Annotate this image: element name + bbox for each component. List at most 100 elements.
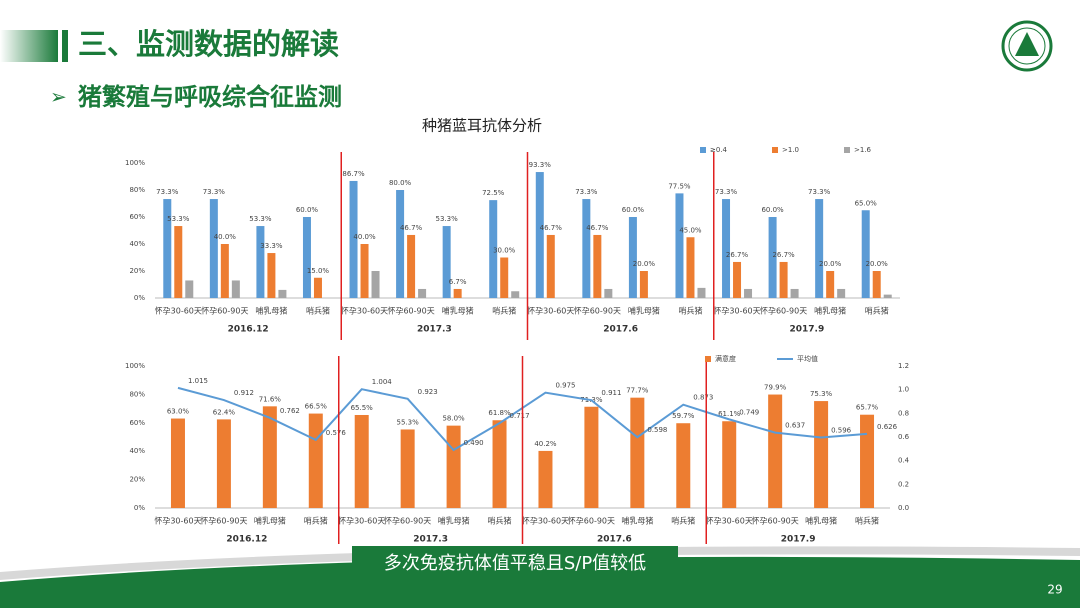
bar xyxy=(360,244,369,298)
line-label: 0.975 xyxy=(555,382,575,390)
bar xyxy=(722,199,731,298)
callout: 多次免疫抗体值平稳且S/P值较低 xyxy=(384,553,646,574)
data-label: 93.3% xyxy=(529,161,552,169)
y2-tick-label: 0.2 xyxy=(898,480,909,488)
legend-label: ≥0.4 xyxy=(710,146,728,154)
bar xyxy=(185,280,194,298)
legend-swatch xyxy=(772,147,778,153)
data-label: 59.7% xyxy=(672,412,695,420)
x-tick-label: 哺乳母猪 xyxy=(805,516,837,526)
x-tick-label: 哨兵猪 xyxy=(865,306,889,316)
bar xyxy=(697,287,706,298)
title-decoration xyxy=(0,30,58,62)
bar xyxy=(349,180,358,298)
group-label: 2017.3 xyxy=(413,535,448,545)
bar xyxy=(209,199,218,298)
bar xyxy=(733,261,742,298)
bar xyxy=(815,199,824,298)
bar xyxy=(582,199,591,298)
x-tick-label: 怀孕30-60天 xyxy=(522,516,569,526)
data-label: 53.3% xyxy=(249,215,272,223)
line-label: 0.598 xyxy=(647,426,667,434)
bar xyxy=(354,414,369,508)
bar xyxy=(639,271,648,298)
footer-wave xyxy=(0,556,1080,608)
data-label: 55.3% xyxy=(397,418,420,426)
bar xyxy=(170,418,185,508)
x-tick-label: 哨兵猪 xyxy=(678,306,702,316)
x-tick-label: 哨兵猪 xyxy=(304,516,328,526)
y-tick-label: 0% xyxy=(134,294,145,302)
data-label: 66.5% xyxy=(305,403,328,411)
group-label: 2016.12 xyxy=(226,535,267,545)
y2-tick-label: 1.2 xyxy=(898,362,909,370)
x-tick-label: 怀孕60-90天 xyxy=(574,306,621,316)
bar xyxy=(593,234,602,298)
legend-label: >1.0 xyxy=(782,146,799,154)
line-label: 0.637 xyxy=(785,422,805,430)
data-label: 61.1% xyxy=(718,410,741,418)
data-label: 53.3% xyxy=(167,215,190,223)
data-label: 46.7% xyxy=(540,224,563,232)
bar xyxy=(779,261,788,298)
x-tick-label: 怀孕60-90天 xyxy=(384,516,431,526)
bar xyxy=(790,288,799,298)
y2-tick-label: 0.4 xyxy=(898,457,910,465)
x-tick-label: 哨兵猪 xyxy=(488,516,512,526)
data-label: 71.6% xyxy=(259,395,282,403)
bar xyxy=(446,425,461,508)
bar xyxy=(546,234,555,298)
bar xyxy=(267,253,276,298)
line-label: 0.490 xyxy=(464,439,484,447)
bar xyxy=(396,190,405,298)
x-tick-label: 哺乳母猪 xyxy=(628,306,660,316)
line-label: 0.762 xyxy=(280,407,300,415)
bar xyxy=(216,419,231,508)
bar xyxy=(872,271,881,298)
line-label: 0.749 xyxy=(739,408,759,416)
y-tick-label: 40% xyxy=(129,240,145,248)
data-label: 65.0% xyxy=(855,199,878,207)
data-label: 33.3% xyxy=(260,242,283,250)
x-tick-label: 哺乳母猪 xyxy=(442,306,474,316)
data-label: 30.0% xyxy=(493,247,516,255)
x-tick-label: 怀孕30-60天 xyxy=(527,306,574,316)
y-tick-label: 0% xyxy=(134,504,145,512)
x-tick-label: 怀孕60-90天 xyxy=(200,516,247,526)
bar xyxy=(814,401,829,508)
bar xyxy=(256,226,265,298)
bar xyxy=(308,413,323,508)
bar xyxy=(302,217,311,298)
line-label: 1.015 xyxy=(188,377,208,385)
x-tick-label: 怀孕30-60天 xyxy=(341,306,388,316)
x-tick-label: 哨兵猪 xyxy=(855,516,879,526)
bar xyxy=(837,288,846,298)
x-tick-label: 哺乳母猪 xyxy=(621,516,653,526)
bar xyxy=(371,271,380,298)
group-label: 2017.6 xyxy=(603,325,638,335)
data-label: 63.0% xyxy=(167,408,190,416)
data-label: 20.0% xyxy=(633,260,656,268)
bar xyxy=(500,257,509,298)
data-label: 46.7% xyxy=(400,224,423,232)
data-label: 58.0% xyxy=(442,415,465,423)
y-tick-label: 100% xyxy=(125,159,145,167)
line-label: 0.717 xyxy=(510,412,530,420)
y-tick-label: 20% xyxy=(129,267,145,275)
bar xyxy=(418,288,427,298)
data-label: 73.3% xyxy=(715,188,738,196)
y-tick-label: 60% xyxy=(129,213,145,221)
data-label: 77.5% xyxy=(668,182,691,190)
data-label: 75.3% xyxy=(810,390,833,398)
data-label: 72.5% xyxy=(482,189,505,197)
data-label: 6.7% xyxy=(449,278,467,286)
title-decoration xyxy=(62,30,68,62)
y-tick-label: 100% xyxy=(125,362,145,370)
y-tick-label: 80% xyxy=(129,186,145,194)
group-label: 2017.9 xyxy=(790,325,825,335)
bar xyxy=(535,172,544,298)
x-tick-label: 哨兵猪 xyxy=(306,306,330,316)
data-label: 15.0% xyxy=(307,267,330,275)
